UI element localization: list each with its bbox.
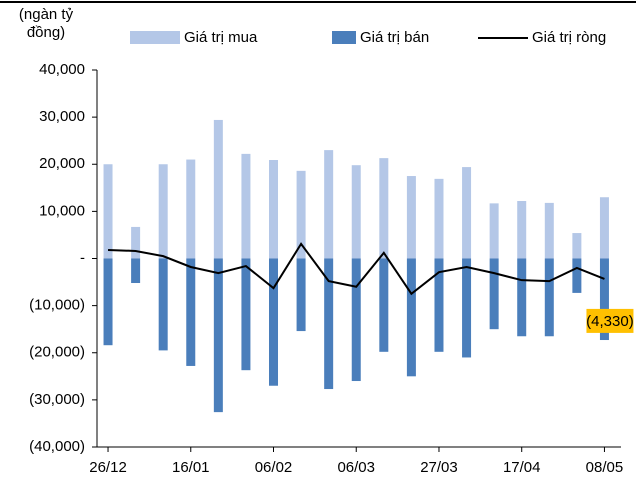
y-tick-label: 40,000 bbox=[39, 61, 85, 78]
bar bbox=[269, 160, 279, 259]
y-tick-label: (20,000) bbox=[29, 344, 85, 361]
bar bbox=[213, 119, 223, 259]
bar bbox=[324, 258, 334, 390]
bar bbox=[158, 164, 168, 259]
bar bbox=[186, 159, 196, 259]
bar bbox=[351, 165, 361, 259]
value-label-box bbox=[586, 308, 634, 333]
bar bbox=[406, 258, 416, 377]
x-tick-label: 27/03 bbox=[420, 459, 458, 476]
bar bbox=[462, 167, 472, 259]
bar bbox=[103, 164, 113, 259]
legend-swatch bbox=[130, 31, 180, 44]
y-tick-label: - bbox=[80, 249, 85, 266]
bar bbox=[572, 258, 582, 293]
legend-label: Giá trị bán bbox=[360, 29, 429, 46]
bar bbox=[131, 226, 141, 259]
bar bbox=[489, 258, 499, 330]
y-tick-label: (40,000) bbox=[29, 438, 85, 455]
y-tick-label: 30,000 bbox=[39, 108, 85, 125]
x-tick-label: 06/03 bbox=[337, 459, 375, 476]
bar bbox=[351, 258, 361, 382]
bar bbox=[572, 233, 582, 259]
x-tick-label: 26/12 bbox=[89, 459, 127, 476]
bar bbox=[269, 258, 279, 386]
bar bbox=[296, 170, 306, 259]
bar bbox=[462, 258, 472, 358]
value-label: (4,330) bbox=[586, 313, 634, 330]
x-tick-label: 16/01 bbox=[172, 459, 210, 476]
y-axis-title: (ngàn tỷ đồng) bbox=[18, 6, 74, 41]
bar bbox=[517, 258, 527, 337]
bar bbox=[296, 258, 306, 332]
bar bbox=[131, 258, 141, 284]
y-tick-label: (30,000) bbox=[29, 391, 85, 408]
bar bbox=[379, 258, 389, 352]
bar bbox=[434, 258, 444, 352]
net-line bbox=[107, 242, 605, 296]
bar bbox=[241, 258, 251, 371]
y-tick-label: 20,000 bbox=[39, 155, 85, 172]
bar bbox=[241, 153, 251, 259]
x-tick-label: 08/05 bbox=[586, 459, 624, 476]
legend-label: Giá trị ròng bbox=[532, 29, 606, 46]
bar bbox=[517, 201, 527, 259]
legend-label: Giá trị mua bbox=[184, 29, 258, 46]
bar bbox=[489, 203, 499, 259]
bar bbox=[103, 258, 113, 346]
bar bbox=[379, 158, 389, 259]
bar bbox=[324, 150, 334, 259]
bar bbox=[434, 178, 444, 259]
bar bbox=[186, 258, 196, 366]
bar bbox=[213, 258, 223, 413]
y-tick-label: 10,000 bbox=[39, 202, 85, 219]
x-tick-label: 06/02 bbox=[255, 459, 293, 476]
bar bbox=[599, 197, 609, 259]
bar bbox=[158, 258, 168, 351]
x-tick-label: 17/04 bbox=[503, 459, 541, 476]
bar bbox=[544, 258, 554, 337]
bar bbox=[406, 176, 416, 259]
y-tick-label: (10,000) bbox=[29, 297, 85, 314]
bar bbox=[599, 258, 609, 341]
bar bbox=[544, 202, 554, 259]
legend-swatch bbox=[332, 31, 356, 44]
